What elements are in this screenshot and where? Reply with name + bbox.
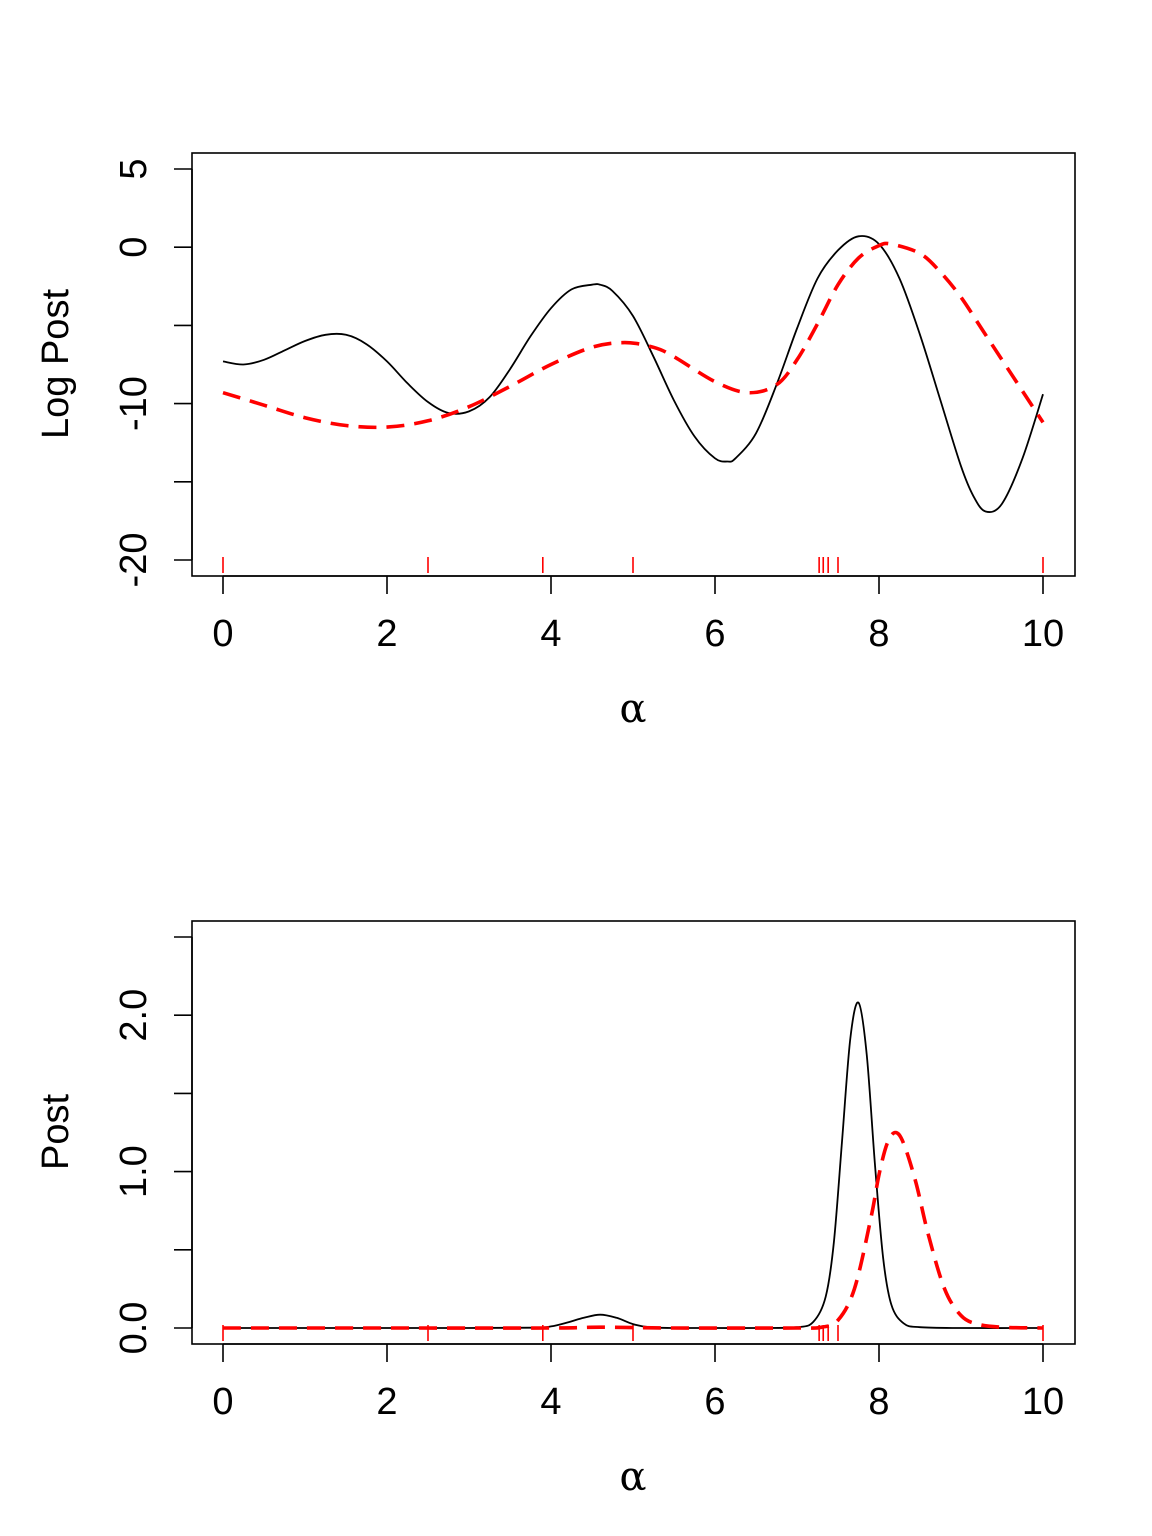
y-tick-label: -10 (113, 376, 155, 431)
x-tick-label: 2 (376, 1381, 397, 1423)
plot-border (191, 152, 1076, 577)
y-tick-label: 0 (113, 237, 155, 258)
x-tick-label: 8 (868, 1381, 889, 1423)
series-line-dashed-red (222, 241, 1045, 430)
y-tick-label: 0.0 (113, 1302, 155, 1355)
y-tick-label: 2.0 (113, 989, 155, 1042)
x-tick-label: 10 (1022, 613, 1064, 655)
x-tick-label: 6 (704, 1381, 725, 1423)
x-axis-title: α (619, 1454, 646, 1500)
x-tick-label: 0 (212, 1381, 233, 1423)
x-axis: 0 2 4 6 8 10 (212, 1343, 1064, 1423)
posterior-panel: 0.0 1.0 2.0 0 2 4 6 8 10 Post α (35, 920, 1076, 1500)
y-axis: 0.0 1.0 2.0 (113, 936, 193, 1355)
log-posterior-panel: -20 -10 0 5 0 2 4 6 8 10 Log Post α (35, 152, 1076, 732)
x-tick-label: 6 (704, 613, 725, 655)
x-tick-label: 4 (540, 613, 561, 655)
y-tick-label: -20 (113, 533, 155, 588)
x-axis: 0 2 4 6 8 10 (212, 575, 1064, 655)
x-tick-label: 2 (376, 613, 397, 655)
series-line-solid-black (223, 1001, 1044, 1329)
plot-border (191, 920, 1076, 1345)
y-tick-label: 1.0 (113, 1145, 155, 1198)
x-tick-label: 8 (868, 613, 889, 655)
y-axis-title: Log Post (35, 289, 77, 439)
x-tick-label: 10 (1022, 1381, 1064, 1423)
x-axis-title: α (619, 686, 646, 732)
series-lines (223, 1001, 1044, 1330)
x-tick-label: 0 (212, 613, 233, 655)
y-axis: -20 -10 0 5 (113, 158, 193, 588)
plot-frame (191, 920, 1076, 1345)
series-line-solid-black (222, 235, 1044, 513)
x-tick-label: 4 (540, 1381, 561, 1423)
series-lines (222, 235, 1045, 513)
series-line-dashed-red (223, 1130, 1044, 1330)
y-axis-title: Post (35, 1094, 77, 1170)
y-tick-label: 5 (113, 158, 155, 179)
plot-frame (191, 152, 1076, 577)
rug-marks (222, 557, 1044, 573)
